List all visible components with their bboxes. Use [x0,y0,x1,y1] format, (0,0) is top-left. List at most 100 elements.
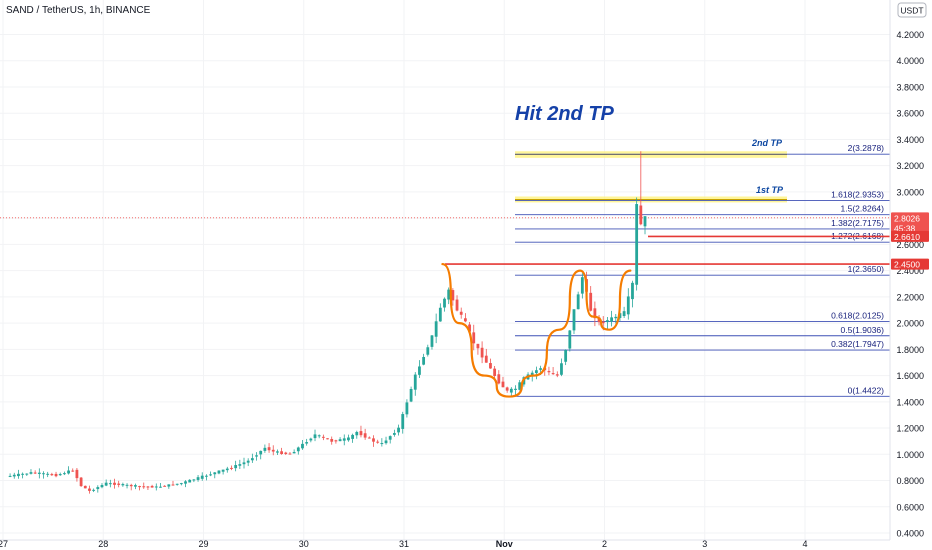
candle-body [246,460,250,463]
candle-body [33,472,37,474]
candle-body [580,277,584,294]
candle-body [631,282,634,300]
candle-body [17,473,20,477]
candle-body [200,475,204,479]
candle-body [426,347,430,355]
candle-body [443,298,446,308]
fib-label: 2(3.2878) [848,143,885,153]
candle-body [560,363,563,375]
candle-body [288,453,292,455]
candle-body [505,387,509,391]
fib-label: 1(2.3650) [848,264,885,274]
candle-body [330,438,334,442]
candle-body [380,443,384,445]
candle-body [121,484,125,486]
fib-extension: 2(3.2878) 1.618(2.9353) 1.5(2.8264) 1.382(2… [515,143,890,397]
candle-body [242,462,246,465]
fib-label: 1.618(2.9353) [831,189,884,199]
candle-body [547,371,551,373]
candle-body [62,473,66,475]
candle-body [75,469,79,479]
candle-body [67,470,70,474]
currency-badge[interactable]: USDT [897,2,927,18]
candle-body [108,483,112,485]
x-tick-label: 29 [198,539,208,549]
candle-body [117,483,121,485]
candle-body [209,474,212,476]
candle-body [88,488,91,491]
currency-label: USDT [900,6,923,16]
candle-body [430,335,434,347]
candle-body [225,468,229,471]
candle-body [138,486,141,488]
candle-body [309,438,313,441]
time-axis[interactable]: 27 28 29 30 31 Nov 2 3 4 [0,539,890,549]
candle-body [150,485,154,488]
y-tick-label: 2.0000 [896,319,924,329]
y-tick-label: 3.2000 [896,161,924,171]
candle-body [134,485,137,487]
candle-body [463,318,467,322]
y-tick-label: 3.8000 [896,82,924,92]
candle-body [46,473,50,475]
candle-body [284,452,288,455]
candle-body [476,343,480,349]
y-tick-label: 1.4000 [896,397,924,407]
candle-body [217,470,221,474]
candle-body [188,479,192,483]
candle-body [372,438,375,442]
chart-grid [0,0,890,540]
candle-body [472,332,476,344]
candles [8,151,647,494]
candle-body [593,308,597,319]
candle-body [572,309,576,331]
candle-body [167,484,171,487]
price-axis[interactable]: 0.4000 0.6000 0.8000 1.0000 1.2000 1.4000 1.60… [889,0,924,540]
candle-body [21,473,25,475]
candle-body [601,321,605,324]
candle-body [171,484,175,486]
candle-body [455,299,459,311]
candle-body [42,473,45,475]
candle-body [163,485,167,487]
candle-body [614,316,618,319]
last-price-tag: 2.8026 [894,213,920,223]
candle-body [438,307,442,322]
candle-body [296,447,300,452]
y-tick-label: 3.6000 [896,109,924,119]
candle-body [146,486,150,488]
x-tick-label: 28 [98,539,108,549]
candle-body [539,368,542,370]
candle-body [205,475,208,477]
y-tick-label: 3.4000 [896,135,924,145]
candle-body [363,433,367,438]
x-tick-label: 4 [802,539,807,549]
candle-body [434,321,438,337]
neckline-tag: 2.4500 [894,260,920,270]
candle-body [422,356,426,365]
candle-body [271,449,275,452]
candle-body [413,374,417,390]
candle-body [313,434,317,439]
candle-body [551,373,555,375]
candle-body [514,388,517,390]
fib-label: 1.5(2.8264) [841,204,885,214]
candle-body [622,311,626,317]
y-tick-label: 2.2000 [896,292,924,302]
candle-body [213,472,217,475]
candle-body [351,434,355,439]
y-tick-label: 1.0000 [896,450,924,460]
candle-body [255,455,258,457]
neckline-tag-bg [891,258,929,270]
candle-body [397,427,400,433]
candle-body [509,388,513,393]
y-tick-label: 4.0000 [896,56,924,66]
candle-body [589,292,593,311]
candle-body [459,311,463,315]
x-tick-label: 3 [702,539,707,549]
candle-body [12,474,16,477]
candle-body [113,482,116,485]
x-tick-label: 27 [0,539,8,549]
candle-body [518,382,522,390]
y-tick-label: 0.8000 [896,476,924,486]
